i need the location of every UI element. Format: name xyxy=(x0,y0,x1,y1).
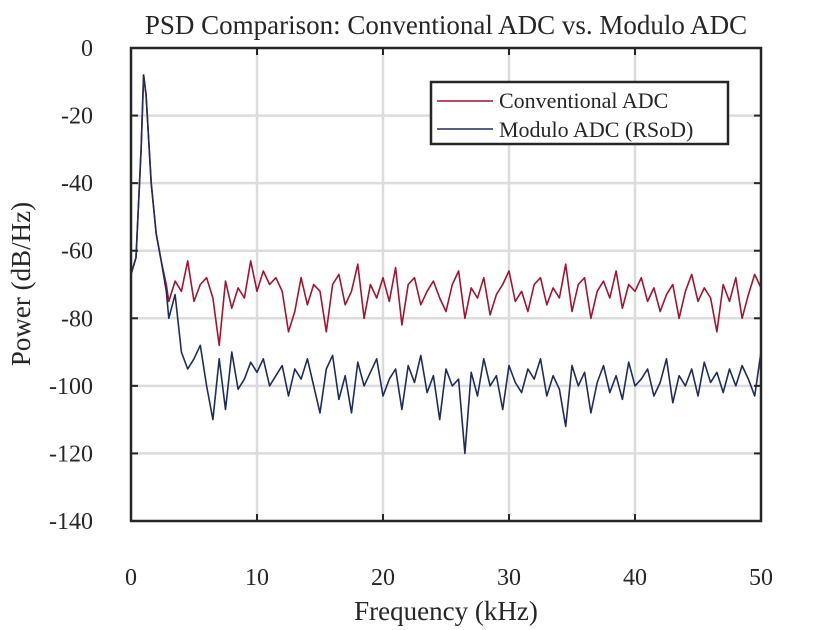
x-tick-label: 50 xyxy=(749,565,773,591)
legend-box xyxy=(429,80,730,146)
grid-lines xyxy=(131,48,761,521)
x-axis-label: Frequency (kHz) xyxy=(354,596,538,626)
y-tick-label: -140 xyxy=(49,509,93,535)
y-tick-label: -20 xyxy=(61,104,93,130)
y-tick-label: 0 xyxy=(81,36,93,62)
y-tick-label: -40 xyxy=(61,171,93,197)
series-line-conventional-adc xyxy=(130,74,762,347)
y-tick-label: -80 xyxy=(61,306,93,332)
x-tick-label: 40 xyxy=(623,565,647,591)
y-tick-label: -100 xyxy=(49,374,93,400)
x-tick-label: 30 xyxy=(497,565,521,591)
x-tick-label: 20 xyxy=(371,565,395,591)
y-axis-label: Power (dB/Hz) xyxy=(6,202,36,366)
axes-box xyxy=(129,46,763,523)
series-layer xyxy=(130,74,762,455)
x-tick-label: 10 xyxy=(245,565,269,591)
x-tick-label: 0 xyxy=(125,565,137,591)
y-tick-label: -60 xyxy=(61,239,93,265)
legend: Conventional ADC Modulo ADC (RSoD) xyxy=(429,80,730,146)
chart-title: PSD Comparison: Conventional ADC vs. Mod… xyxy=(145,10,747,40)
y-tick-label: -120 xyxy=(49,441,93,467)
legend-label-modulo-adc: Modulo ADC (RSoD) xyxy=(499,117,693,142)
series-line-modulo-adc xyxy=(130,74,762,455)
legend-label-conventional-adc: Conventional ADC xyxy=(499,88,668,113)
axis-ticks: 0 10 20 30 40 50 0 -20 -40 -60 -80 -100 -120 -140 xyxy=(49,36,773,591)
